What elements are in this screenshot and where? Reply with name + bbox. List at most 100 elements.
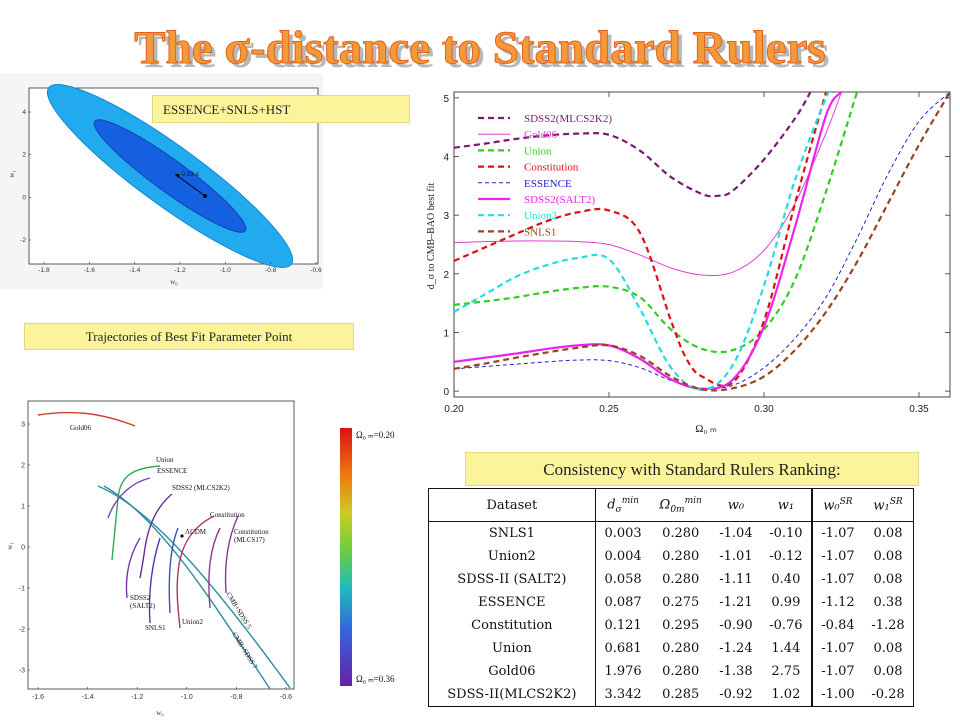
value-cell: -0.12 xyxy=(769,549,803,564)
trajectory-curve-label: Constitution xyxy=(210,511,245,519)
value-cell: 0.280 xyxy=(662,549,700,564)
trajectory-ytick-label: -2 xyxy=(19,627,25,634)
trajectory-essence xyxy=(107,477,151,519)
value-cell: -1.04 xyxy=(719,526,753,541)
value-cell: 0.295 xyxy=(662,618,700,633)
trajectory-xtick-label: -1.2 xyxy=(131,694,143,701)
ellipse-ylabel: w₁ xyxy=(8,170,16,178)
cmb-sdss7-line xyxy=(103,485,271,690)
value-cell: -1.07 xyxy=(810,521,863,545)
table-row: ESSENCE 0.087 0.275 -1.21 0.99 -1.12 0.38 xyxy=(428,591,914,614)
dsigma-ytick-label: 1 xyxy=(443,328,449,339)
value-cell: -0.10 xyxy=(769,526,803,541)
table-row: SDSS-II (SALT2) 0.058 0.280 -1.11 0.40 -1.07 0… xyxy=(428,568,914,591)
value-cell: -0.76 xyxy=(769,618,803,633)
value-cell: 0.40 xyxy=(771,572,801,587)
table-row: Union2 0.004 0.280 -1.01 -0.12 -1.07 0.08 xyxy=(428,545,914,568)
value-cell: -0.92 xyxy=(719,687,753,702)
dsigma-xtick-label: 0.30 xyxy=(754,404,774,415)
trajectory-ytick-label: 0 xyxy=(21,545,25,552)
value-cell: 0.08 xyxy=(873,641,903,656)
value-cell: 0.003 xyxy=(604,526,642,541)
ellipse-xtick-label: -1.8 xyxy=(38,267,50,274)
sigma-annotation: 0.53 σ xyxy=(182,172,199,178)
trajectory-curve-label: (SALT2) xyxy=(130,602,156,610)
value-cell: 3.342 xyxy=(604,687,642,702)
legend-entry: Union2 xyxy=(524,210,557,222)
value-cell: 0.38 xyxy=(873,595,903,610)
value-cell: -1.07 xyxy=(810,637,863,660)
consistency-label: Consistency with Standard Rulers Ranking… xyxy=(543,460,841,479)
trajectory-constitution-mlcs17 xyxy=(208,527,221,609)
ellipse-xtick-label: -0.6 xyxy=(310,267,322,274)
trajectory-ytick-label: 3 xyxy=(21,422,25,429)
value-cell: 0.08 xyxy=(873,549,903,564)
ellipse-xtick-label: -1.2 xyxy=(174,267,186,274)
page-title-shadow: The σ-distance to Standard Rulers xyxy=(138,26,829,78)
best-fit-point xyxy=(203,194,207,198)
legend-entry: Union xyxy=(524,145,552,157)
value-cell: 0.004 xyxy=(604,549,642,564)
legend-entry: SDSS2(MLCS2K2) xyxy=(524,113,612,125)
trajectories-label: Trajectories of Best Fit Parameter Point xyxy=(85,329,293,344)
value-cell: 2.75 xyxy=(771,664,801,679)
value-cell: 0.087 xyxy=(604,595,642,610)
series-line xyxy=(454,92,950,392)
value-cell: 1.976 xyxy=(604,664,642,679)
dsigma-xlabel: Ω₀ ₘ xyxy=(695,423,717,435)
trajectory-ytick-label: 1 xyxy=(21,504,25,511)
trajectory-curve-label: Union xyxy=(156,456,174,464)
value-cell: -1.38 xyxy=(719,664,753,679)
trajectory-curve-label: ΛCDM xyxy=(185,528,207,536)
table-header-cell: w₀ xyxy=(711,488,761,522)
trajectory-union2 xyxy=(168,527,179,614)
value-cell: -1.00 xyxy=(810,683,863,707)
dsigma-xtick-label: 0.25 xyxy=(599,404,619,415)
lcdm-point xyxy=(180,534,184,538)
series-line xyxy=(454,92,842,276)
trajectory-ytick-label: -3 xyxy=(19,668,25,675)
colorbar xyxy=(340,428,352,686)
table-header-row: Dataset dσmin Ω0mmin w₀ w₁ w₀SR w₁SR xyxy=(428,488,914,522)
value-cell: -1.01 xyxy=(719,549,753,564)
series-line xyxy=(454,92,843,390)
trajectory-ytick-label: -1 xyxy=(19,586,25,593)
table-row: Union 0.681 0.280 -1.24 1.44 -1.07 0.08 xyxy=(428,637,914,660)
trajectory-xtick-label: -0.8 xyxy=(230,694,242,701)
trajectory-panel: -1.6 -1.4 -1.2 -1.0 -0.8 -0.6 3 2 1 0 -1 -2 -3 w₀ w… xyxy=(0,398,426,720)
trajectory-xtick-label: -1.0 xyxy=(181,694,193,701)
table-row: SNLS1 0.003 0.280 -1.04 -0.10 -1.07 0.08 xyxy=(428,521,914,545)
trajectories-label-box: Trajectories of Best Fit Parameter Point xyxy=(24,323,354,350)
dataset-cell: Constitution xyxy=(428,614,596,637)
colorbar-bottom-label: Ω₀ ₘ=0.36 xyxy=(356,674,395,684)
table-row: Constitution 0.121 0.295 -0.90 -0.76 -0.84 -1.… xyxy=(428,614,914,637)
dataset-cell: SDSS-II (SALT2) xyxy=(428,568,596,591)
dsigma-ytick-label: 5 xyxy=(443,94,449,105)
value-cell: 0.280 xyxy=(662,641,700,656)
trajectory-sdss2-salt xyxy=(125,537,141,599)
dataset-cell: Gold06 xyxy=(428,660,596,683)
ellipse-ytick-label: -2 xyxy=(20,237,26,244)
dsigma-ytick-label: 2 xyxy=(443,270,449,281)
trajectory-curve-label: Union2 xyxy=(182,618,204,626)
value-cell: 0.681 xyxy=(604,641,642,656)
trajectory-constitution xyxy=(176,515,215,629)
series-line xyxy=(454,92,859,354)
value-cell: -1.24 xyxy=(719,641,753,656)
best-fit-arrow xyxy=(174,173,206,197)
value-cell: -1.28 xyxy=(871,618,905,633)
ellipse-ytick-label: 4 xyxy=(22,109,26,116)
value-cell: 0.058 xyxy=(604,572,642,587)
dsigma-xtick-label: 0.20 xyxy=(444,404,464,415)
ellipse-ytick-label: 2 xyxy=(22,152,26,159)
page-title-text: The σ-distance to Standard Rulers xyxy=(134,22,825,74)
value-cell: -0.84 xyxy=(810,614,863,637)
series-line xyxy=(454,92,834,392)
trajectory-ytick-label: 2 xyxy=(21,463,25,470)
dsigma-chart-svg: 0.20 0.25 0.30 0.35 0 1 2 3 4 5 SDSS2(MLCS2K2) Go… xyxy=(426,91,951,435)
ellipse-xtick-label: -1.4 xyxy=(129,267,141,274)
value-cell: -1.07 xyxy=(810,660,863,683)
dataset-cell: SNLS1 xyxy=(428,521,596,545)
ranking-table-container: Dataset dσmin Ω0mmin w₀ w₁ w₀SR w₁SR SNLS1 0.003… xyxy=(428,488,914,717)
table-header-cell: w₀SR xyxy=(810,488,863,522)
